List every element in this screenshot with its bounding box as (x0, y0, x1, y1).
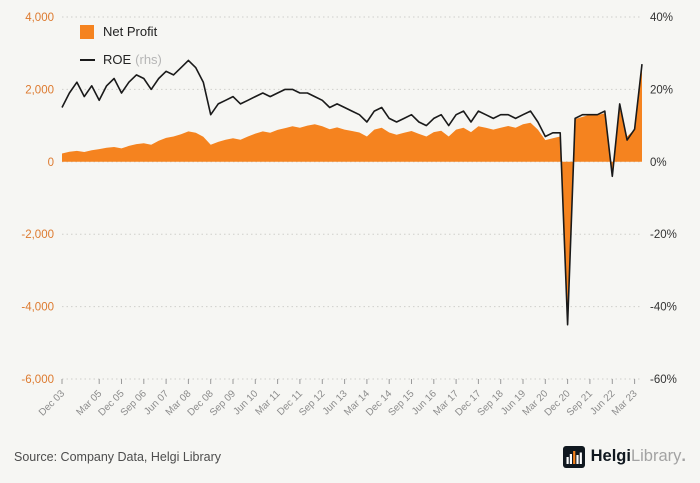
left-axis-label: 0 (48, 157, 54, 169)
helgi-logo-icon (562, 445, 585, 468)
left-axis-label: -2,000 (21, 229, 54, 241)
brand-text: HelgiLibrary. (591, 447, 686, 466)
legend-item-net-profit: Net Profit (80, 22, 162, 41)
x-axis-label: Sep 12 (297, 388, 327, 418)
right-axis-label: 40% (650, 12, 673, 24)
right-axis-label: -20% (650, 229, 677, 241)
footer: Source: Company Data, Helgi Library Helg… (0, 430, 700, 483)
right-axis-label: -40% (650, 302, 677, 314)
x-axis-label: Sep 09 (208, 388, 238, 418)
left-axis-label: 4,000 (25, 12, 54, 24)
brand-library: Library (630, 447, 682, 465)
source-note: Source: Company Data, Helgi Library (14, 449, 222, 464)
net-profit-swatch-icon (80, 24, 94, 39)
right-axis-label: 0% (650, 157, 667, 169)
legend-item-roe: ROE (rhs) (80, 50, 162, 69)
brand-helgi: Helgi (590, 447, 631, 465)
x-axis-label: Sep 21 (565, 388, 595, 418)
brand-dot: . (681, 447, 686, 465)
x-axis-label: Sep 18 (476, 388, 506, 418)
x-axis-label: Sep 15 (386, 388, 416, 418)
roe-line (61, 59, 643, 326)
right-axis-label: 20% (650, 84, 673, 96)
legend-label-roe: ROE (103, 52, 132, 67)
helgi-library-logo: HelgiLibrary. (562, 445, 686, 468)
x-axis-label: Sep 06 (119, 388, 149, 418)
x-axis-label: Dec 03 (37, 388, 67, 418)
legend-label-roe-suffix: (rhs) (135, 52, 162, 67)
left-axis-label: -6,000 (21, 374, 54, 386)
plot-area: 4,000 40% 2,000 20% 0 0% -2,000 -20% -4,000 -40% -… (21, 12, 677, 419)
x-axis-label: Mar 23 (610, 388, 640, 418)
chart-svg: 4,000 40% 2,000 20% 0 0% -2,000 -20% -4,000 -40% -… (21, 12, 677, 419)
left-axis-label: -4,000 (21, 302, 54, 314)
right-axis-label: -60% (650, 374, 677, 386)
legend-label-net-profit: Net Profit (103, 24, 158, 39)
left-axis-label: 2,000 (25, 84, 54, 96)
roe-swatch-icon (80, 58, 95, 61)
net-profit-area (62, 64, 642, 323)
legend: Net Profit ROE (rhs) (80, 22, 162, 78)
